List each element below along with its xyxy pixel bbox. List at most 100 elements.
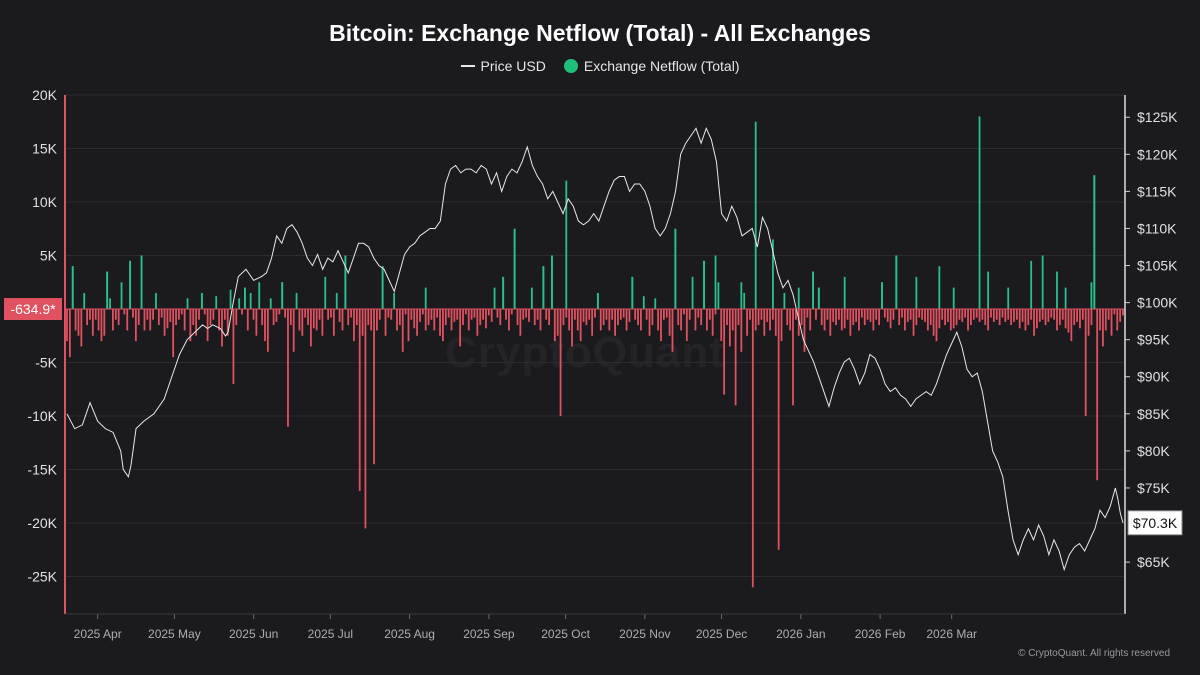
right-tick-label: $90K [1137,369,1170,385]
netflow-bar-negative [172,309,175,358]
netflow-bar-negative [602,309,605,326]
netflow-bar-positive [714,255,717,310]
netflow-bar-negative [1119,309,1122,322]
grid-lines [65,94,1125,578]
netflow-bar-negative [485,309,487,329]
netflow-bar-negative [548,309,550,326]
netflow-bar-negative [576,309,579,331]
netflow-bar-positive [631,276,634,310]
current-netflow-badge [4,298,62,321]
netflow-bar-positive [642,296,645,310]
netflow-bar-negative [843,309,846,329]
x-tick-label: 2026 Jan [776,627,825,641]
netflow-bar-negative [932,309,935,336]
netflow-bar-negative [272,309,275,326]
left-tick-label: -20K [27,515,57,531]
netflow-bar-negative [1084,309,1087,417]
netflow-bar-negative [990,309,992,318]
netflow-bar-negative [657,309,660,331]
netflow-bar-negative [401,309,404,352]
netflow-bar-positive [1056,271,1058,310]
netflow-bar-negative [754,309,757,331]
left-tick-label: 20K [32,87,58,103]
netflow-bar-negative [436,309,439,318]
netflow-bar-negative [332,309,335,336]
netflow-bar-negative [749,309,751,320]
legend-item-netflow[interactable]: Exchange Netflow (Total) [563,58,740,74]
netflow-bar-negative [809,309,812,331]
left-tick-label: 10K [32,194,58,210]
current-price-label: $70.3K [1133,515,1178,531]
netflow-bar-negative [508,309,510,331]
netflow-bar-negative [370,309,373,331]
netflow-bar-negative [178,309,180,320]
netflow-bar-negative [430,309,433,320]
axis-labels: 20K 15K 10K 5K -5K -10K -15K -20K -25K $125K $120K… [4,87,1183,641]
netflow-bar-negative [1079,309,1081,329]
netflow-bar-negative [378,309,381,320]
netflow-bar-negative [358,309,361,491]
netflow-bar-negative [944,309,946,326]
netflow-bar-negative [74,309,77,331]
netflow-bar-negative [341,309,344,331]
netflow-bar-negative [611,309,614,320]
right-tick-label: $80K [1137,443,1170,459]
netflow-bar-positive [381,266,384,310]
netflow-bar-negative [1033,309,1035,336]
netflow-bar-negative [255,309,258,336]
netflow-bar-positive [740,282,743,310]
netflow-bar-positive [743,292,746,310]
netflow-bar-negative [364,309,367,529]
netflow-bar-negative [1090,309,1093,326]
netflow-bar-negative [195,309,198,336]
netflow-bar-negative [1024,309,1027,331]
netflow-bar-negative [1047,309,1050,322]
netflow-bar-negative [390,309,393,320]
netflow-bar-positive [244,287,246,310]
netflow-bar-negative [284,309,286,318]
netflow-bar-negative [706,309,708,331]
netflow-bar-negative [424,309,427,331]
netflow-bar-negative [1038,309,1041,322]
netflow-bar-negative [487,309,490,316]
netflow-bar-negative [855,309,858,322]
netflow-bar-positive [881,282,883,310]
legend-item-price[interactable]: Price USD [460,58,546,74]
netflow-bar-negative [938,309,941,329]
netflow-bar-negative [292,309,295,352]
netflow-bar-negative [307,309,309,326]
netflow-bar-negative [625,309,628,331]
netflow-bar-negative [77,309,80,336]
netflow-bar-negative [1053,309,1056,320]
legend: Price USD Exchange Netflow (Total) [0,58,1200,74]
netflow-bar-negative [312,309,315,329]
netflow-bar-negative [955,309,958,326]
netflow-bar-negative [66,309,68,342]
legend-label-netflow: Exchange Netflow (Total) [583,58,740,74]
netflow-bar-negative [967,309,969,331]
netflow-bar-negative [350,309,352,318]
netflow-bar-negative [800,309,803,326]
netflow-bar-negative [553,309,556,342]
netflow-bar-negative [482,309,484,320]
netflow-bar-negative [757,309,760,326]
netflow-bar-negative [777,309,780,550]
netflow-bar-negative [858,309,860,331]
netflow-bar-negative [949,309,952,331]
netflow-bar-negative [114,309,117,320]
left-tick-label: 15K [32,141,58,157]
netflow-bar-negative [751,309,754,588]
netflow-bar-negative [766,309,769,322]
right-tick-label: $105K [1137,258,1178,274]
netflow-bar-negative [1104,309,1107,331]
netflow-bar-positive [674,228,677,310]
netflow-bar-negative [1041,309,1044,320]
netflow-bar-negative [562,309,565,326]
netflow-bar-positive [186,298,189,310]
netflow-bar-negative [89,309,91,320]
copyright-text: © CryptoQuant. All rights reserved [1018,648,1170,659]
netflow-bar-negative [571,309,573,347]
netflow-bar-positive [335,292,338,310]
netflow-bar-negative [671,309,674,352]
